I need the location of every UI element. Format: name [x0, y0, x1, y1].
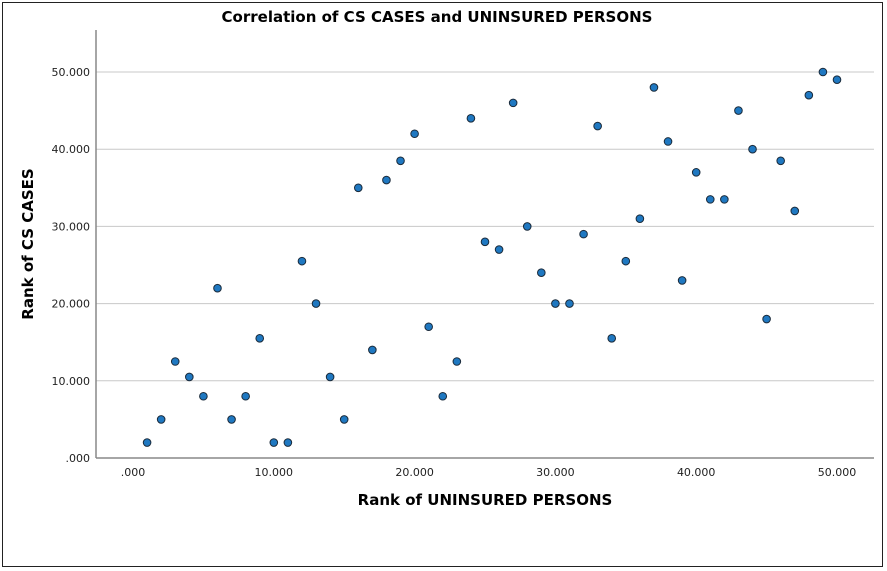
data-point — [649, 83, 659, 92]
data-point — [705, 195, 715, 204]
data-point — [748, 144, 757, 154]
data-point — [762, 314, 771, 324]
data-point — [508, 98, 518, 108]
y-tick-label: 30.000 — [52, 220, 91, 233]
data-point — [185, 372, 194, 382]
data-point — [720, 195, 729, 204]
data-point — [311, 299, 321, 308]
data-point — [480, 237, 490, 247]
data-point — [396, 156, 405, 166]
data-point — [551, 299, 560, 308]
data-point — [325, 372, 335, 382]
data-point — [565, 299, 574, 308]
x-tick-label: .000 — [121, 466, 146, 479]
data-point — [410, 129, 419, 139]
data-point — [382, 175, 391, 185]
y-tick-label: 50.000 — [52, 66, 91, 79]
data-point — [804, 90, 814, 100]
x-tick-label: 20.000 — [395, 466, 434, 479]
y-tick-label: 20.000 — [52, 298, 91, 311]
y-tick-label: .000 — [66, 452, 91, 465]
y-axis-label: Rank of CS CASES — [19, 168, 37, 319]
y-tick-label: 40.000 — [52, 143, 91, 156]
data-point — [452, 357, 462, 366]
x-tick-label: 10.000 — [255, 466, 294, 479]
data-point — [368, 345, 377, 355]
data-point — [790, 206, 800, 216]
data-point — [537, 268, 546, 278]
data-point — [241, 391, 250, 401]
data-point — [776, 156, 785, 166]
x-tick-label: 50.000 — [818, 466, 857, 479]
data-point — [297, 256, 307, 266]
x-tick-label: 30.000 — [536, 466, 575, 479]
data-point — [255, 334, 265, 343]
data-point — [691, 168, 701, 177]
data-point — [269, 438, 279, 447]
data-point — [339, 415, 349, 424]
data-point — [156, 415, 166, 424]
data-point — [832, 75, 842, 85]
data-point — [593, 121, 602, 131]
data-point — [466, 114, 476, 123]
data-point — [424, 322, 433, 332]
data-point — [621, 256, 631, 266]
data-point — [635, 214, 645, 223]
data-point — [353, 183, 363, 193]
data-point — [283, 438, 293, 447]
data-point — [213, 283, 222, 293]
x-tick-label: 40.000 — [677, 466, 716, 479]
data-point — [579, 229, 588, 239]
x-axis-label: Rank of UNINSURED PERSONS — [358, 491, 613, 509]
data-point — [199, 391, 208, 401]
data-point — [227, 415, 236, 424]
data-point — [818, 67, 828, 77]
data-point — [607, 334, 617, 343]
data-point — [170, 357, 180, 366]
data-point — [734, 106, 743, 115]
chart-title: Correlation of CS CASES and UNINSURED PE… — [222, 8, 653, 26]
data-point — [663, 137, 673, 146]
y-tick-label: 10.000 — [52, 375, 91, 388]
data-point — [677, 276, 687, 285]
data-point — [522, 222, 532, 231]
data-point — [438, 391, 448, 401]
data-point — [494, 245, 504, 254]
data-point — [142, 438, 152, 447]
